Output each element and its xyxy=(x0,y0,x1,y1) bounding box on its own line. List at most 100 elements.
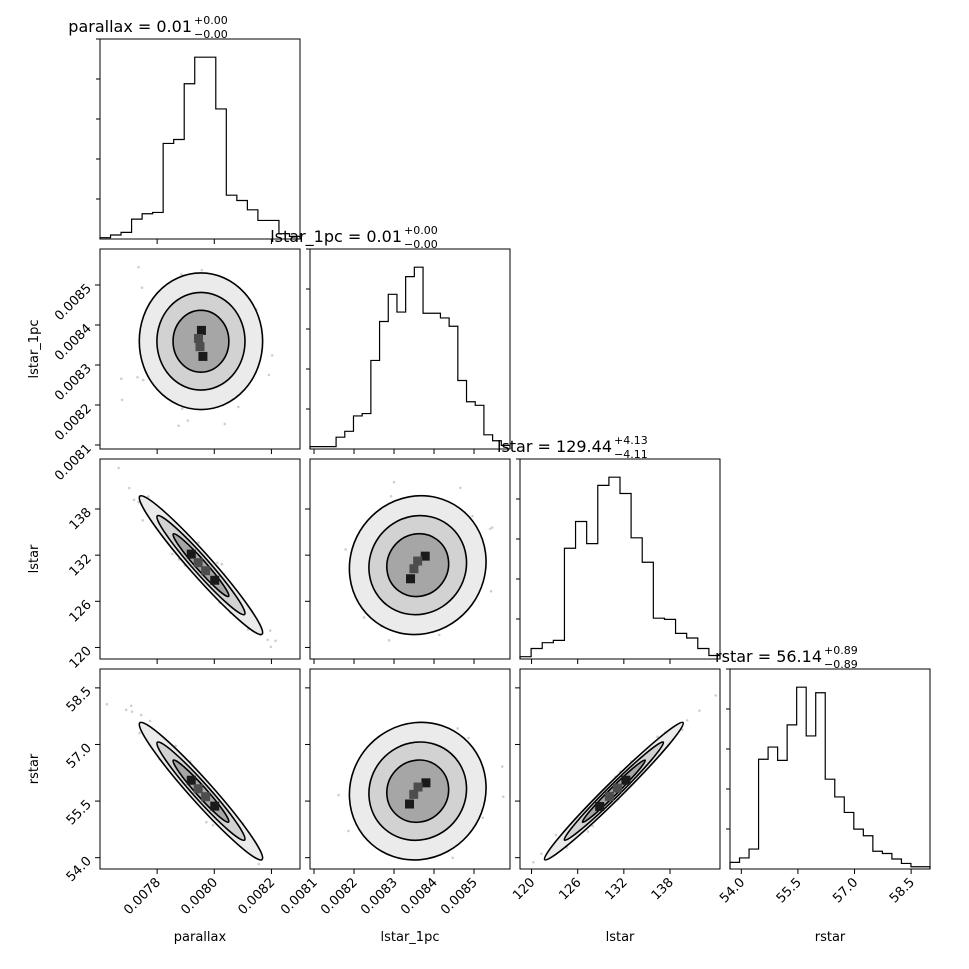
sample-point xyxy=(140,286,144,289)
sample-point xyxy=(141,519,145,522)
x-tick-label: 55.5 xyxy=(774,875,805,906)
sample-point xyxy=(456,727,459,730)
density-peak-cell xyxy=(406,574,416,584)
y-tick-label: 0.0082 xyxy=(52,401,95,444)
histogram-steps xyxy=(519,476,721,659)
sample-point xyxy=(270,354,274,357)
density-peak-cell xyxy=(186,549,196,559)
sample-point xyxy=(117,466,120,470)
x-axis-label-rstar: rstar xyxy=(815,930,846,945)
histogram-lstar: lstar = 129.44 +4.13−4.11 xyxy=(497,434,721,660)
sample-point xyxy=(138,731,141,735)
sample-point xyxy=(268,629,272,632)
sample-point xyxy=(177,424,180,428)
contour-level-2 xyxy=(368,741,468,842)
sample-point xyxy=(139,713,143,717)
sample-point xyxy=(197,541,200,544)
x-tick-label: 126 xyxy=(556,875,584,903)
panel-frame xyxy=(309,458,511,660)
contour-level-1 xyxy=(138,721,264,861)
contour-level-2 xyxy=(368,514,468,616)
title-upper-error: +0.00 xyxy=(404,224,438,237)
panel-rstar-vs-parallax xyxy=(99,668,301,870)
histogram-steps xyxy=(309,266,511,449)
histogram-rstar: rstar = 56.14 +0.89−0.89 xyxy=(715,644,931,870)
x-tick-label: 0.0083 xyxy=(358,875,401,918)
histogram-steps xyxy=(99,56,301,239)
x-tick-label: 0.0085 xyxy=(438,875,481,918)
sample-point xyxy=(501,765,504,768)
y-tick-label: 58.5 xyxy=(64,684,95,715)
sample-point xyxy=(698,709,701,712)
panel-title-lstar_1pc: lstar_1pc = 0.01 +0.00−0.00 xyxy=(270,224,438,251)
panel-frame xyxy=(519,458,721,660)
sample-point xyxy=(540,852,543,856)
sample-point xyxy=(147,495,150,498)
sample-point xyxy=(392,480,396,484)
sample-point xyxy=(141,378,145,382)
panel-title-rstar: rstar = 56.14 +0.89−0.89 xyxy=(715,644,858,671)
panel-frame xyxy=(99,458,301,660)
sample-point xyxy=(200,268,204,272)
sample-point xyxy=(137,500,140,504)
sample-point xyxy=(130,710,134,713)
x-tick-label: 0.0081 xyxy=(278,875,321,918)
title-main: lstar_1pc = 0.01 xyxy=(270,227,402,247)
sample-point xyxy=(344,548,347,551)
density-peak-cell xyxy=(420,551,430,561)
x-axis-label-lstar_1pc: lstar_1pc xyxy=(381,930,440,945)
contour-level-1 xyxy=(348,494,487,636)
density-peak-cell xyxy=(201,792,211,802)
panel-lstar-vs-lstar_1pc xyxy=(309,458,511,660)
sample-point xyxy=(220,562,224,566)
sample-point xyxy=(389,494,393,498)
sample-point xyxy=(180,273,183,276)
sample-point xyxy=(237,405,240,409)
contour-level-1 xyxy=(138,494,264,636)
sample-point xyxy=(489,589,493,593)
contour-level-3 xyxy=(581,759,647,824)
x-axis-label-parallax: parallax xyxy=(174,930,227,945)
sample-point xyxy=(127,486,131,490)
y-tick-label: 138 xyxy=(67,505,95,533)
contour-level-1 xyxy=(543,721,685,861)
sample-point xyxy=(120,398,124,402)
contour-level-2 xyxy=(563,741,665,842)
title-main: parallax = 0.01 xyxy=(68,17,192,36)
sample-point xyxy=(591,824,594,828)
sample-point xyxy=(554,833,558,837)
panel-frame xyxy=(309,248,511,450)
contour-level-3 xyxy=(172,759,230,824)
y-axis-label-lstar_1pc: lstar_1pc xyxy=(27,320,42,379)
panel-frame xyxy=(99,38,301,240)
sample-point xyxy=(586,830,590,833)
x-tick-label: 120 xyxy=(510,875,538,903)
title-upper-error: +0.00 xyxy=(194,14,228,27)
density-peak-cell xyxy=(193,784,203,794)
y-tick-label: 0.0083 xyxy=(52,361,95,404)
x-tick-label: 57.0 xyxy=(830,875,861,906)
sample-point xyxy=(502,795,505,798)
y-tick-label: 132 xyxy=(67,551,95,579)
panel-rstar-vs-lstar xyxy=(519,668,721,870)
contour-level-3 xyxy=(386,532,450,598)
panel-frame xyxy=(519,668,721,870)
sample-point xyxy=(174,744,177,748)
y-tick-label: 126 xyxy=(67,598,95,626)
panel-frame xyxy=(99,248,301,450)
histogram-parallax: parallax = 0.01 +0.00−0.00 xyxy=(68,14,301,240)
density-peak-cell xyxy=(413,782,423,792)
title-main: rstar = 56.14 xyxy=(715,647,822,666)
panel-frame xyxy=(99,668,301,870)
sample-point xyxy=(451,856,454,860)
contour-level-2 xyxy=(156,741,246,842)
title-main: lstar = 129.44 xyxy=(497,437,612,456)
density-peak-cell xyxy=(621,775,631,785)
panel-frame xyxy=(309,668,511,870)
density-peak-cell xyxy=(196,325,206,335)
title-lower-error: −0.89 xyxy=(824,658,858,671)
title-upper-error: +4.13 xyxy=(614,434,648,447)
sample-point xyxy=(186,419,190,422)
density-peak-cell xyxy=(198,351,208,361)
